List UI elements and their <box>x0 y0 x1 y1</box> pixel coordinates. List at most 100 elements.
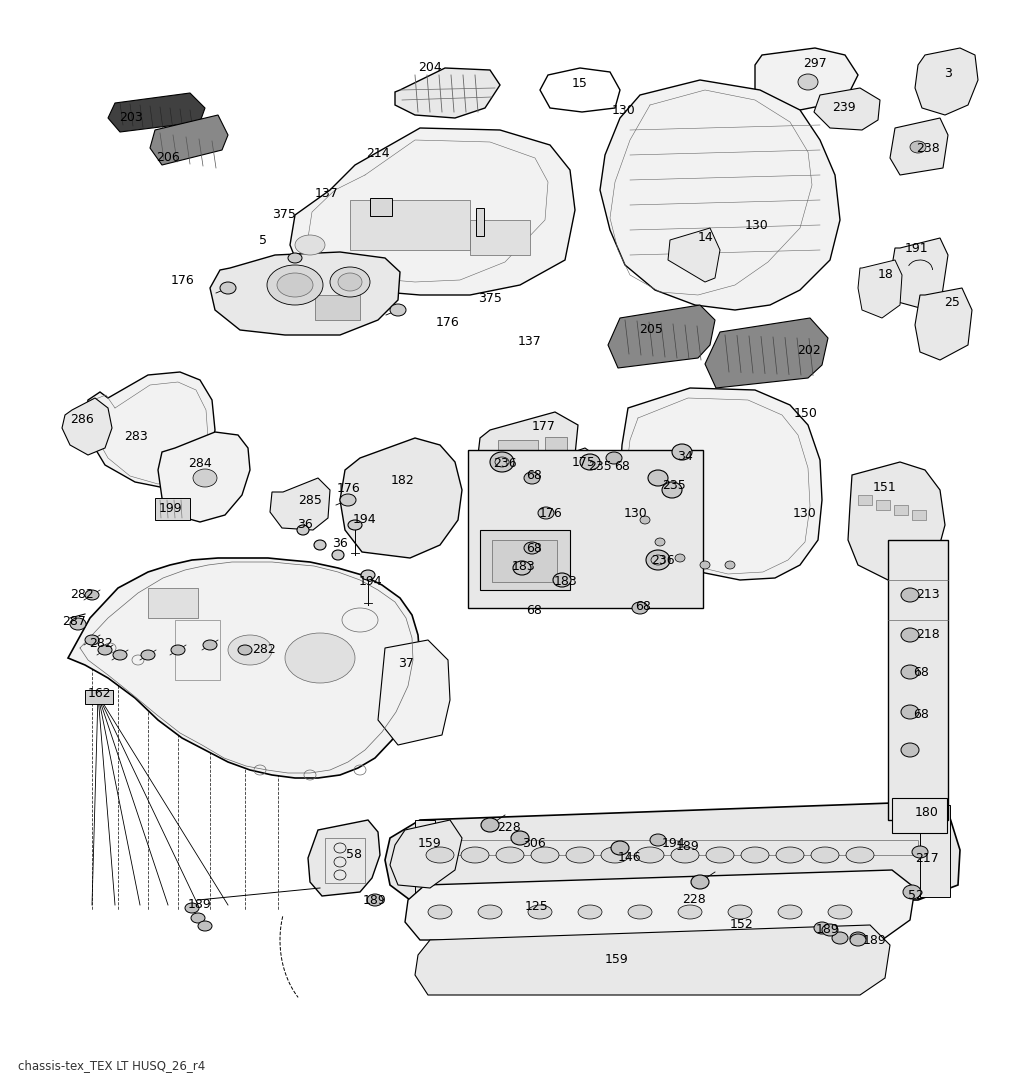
Bar <box>888 540 948 820</box>
Ellipse shape <box>98 645 112 655</box>
Ellipse shape <box>741 847 769 863</box>
Ellipse shape <box>901 628 919 642</box>
Text: 130: 130 <box>612 104 636 117</box>
Polygon shape <box>385 802 959 900</box>
Ellipse shape <box>850 932 866 944</box>
Polygon shape <box>478 412 578 479</box>
Ellipse shape <box>70 618 86 630</box>
Polygon shape <box>108 93 205 132</box>
Polygon shape <box>535 448 605 510</box>
Text: 68: 68 <box>635 600 651 613</box>
Ellipse shape <box>193 469 217 487</box>
Bar <box>545 437 567 457</box>
Text: 189: 189 <box>364 894 387 907</box>
Ellipse shape <box>203 640 217 650</box>
Polygon shape <box>415 925 890 995</box>
Ellipse shape <box>185 903 199 913</box>
Bar <box>470 220 530 255</box>
Polygon shape <box>378 640 450 744</box>
Text: 189: 189 <box>676 839 699 852</box>
Text: 235: 235 <box>663 479 686 492</box>
Text: 205: 205 <box>639 323 663 336</box>
Ellipse shape <box>238 645 252 655</box>
Ellipse shape <box>901 743 919 756</box>
Ellipse shape <box>113 650 127 661</box>
Ellipse shape <box>361 570 375 580</box>
Ellipse shape <box>662 482 682 498</box>
Ellipse shape <box>171 645 185 655</box>
Text: 18: 18 <box>878 267 894 280</box>
Ellipse shape <box>578 905 602 919</box>
Ellipse shape <box>528 905 552 919</box>
Text: 176: 176 <box>171 274 195 287</box>
Bar <box>370 198 392 216</box>
Polygon shape <box>270 479 330 530</box>
Text: 194: 194 <box>352 512 376 525</box>
Ellipse shape <box>912 846 928 858</box>
Text: 5: 5 <box>259 233 267 246</box>
Bar <box>892 798 947 833</box>
Polygon shape <box>395 68 500 118</box>
Polygon shape <box>620 388 822 580</box>
Polygon shape <box>62 398 112 455</box>
Ellipse shape <box>811 847 839 863</box>
Ellipse shape <box>531 847 559 863</box>
Ellipse shape <box>828 905 852 919</box>
Ellipse shape <box>601 847 629 863</box>
Ellipse shape <box>490 452 514 472</box>
Ellipse shape <box>511 831 529 845</box>
Text: 189: 189 <box>816 922 840 935</box>
Text: 146: 146 <box>617 850 641 863</box>
Bar <box>155 498 190 520</box>
Ellipse shape <box>655 538 665 546</box>
Text: 3: 3 <box>944 66 952 80</box>
Ellipse shape <box>314 540 326 550</box>
Text: 183: 183 <box>512 559 536 572</box>
Text: 203: 203 <box>119 110 143 123</box>
Ellipse shape <box>85 590 99 600</box>
Ellipse shape <box>700 561 710 569</box>
Ellipse shape <box>636 847 664 863</box>
Text: 375: 375 <box>272 207 296 220</box>
Ellipse shape <box>901 705 919 719</box>
Polygon shape <box>814 88 880 130</box>
Ellipse shape <box>640 516 650 524</box>
Bar <box>480 530 570 590</box>
Bar <box>148 588 198 618</box>
Text: 14: 14 <box>698 230 714 243</box>
Text: 285: 285 <box>298 494 322 507</box>
Text: 68: 68 <box>913 666 929 678</box>
Text: 214: 214 <box>367 146 390 159</box>
Text: 228: 228 <box>682 893 706 906</box>
Polygon shape <box>390 820 462 888</box>
Bar <box>858 495 872 505</box>
Ellipse shape <box>706 847 734 863</box>
Bar <box>476 208 484 237</box>
Polygon shape <box>890 238 948 308</box>
Ellipse shape <box>678 905 702 919</box>
Text: 175: 175 <box>572 456 596 469</box>
Text: 125: 125 <box>525 899 549 912</box>
Ellipse shape <box>580 455 600 470</box>
Text: 239: 239 <box>833 100 856 113</box>
Text: 137: 137 <box>315 186 339 199</box>
Text: 58: 58 <box>346 848 362 860</box>
Text: 159: 159 <box>418 836 442 849</box>
Polygon shape <box>406 870 915 940</box>
Ellipse shape <box>910 141 926 153</box>
Bar <box>415 820 435 900</box>
Bar <box>315 295 360 320</box>
Ellipse shape <box>295 235 325 255</box>
Bar <box>325 838 365 883</box>
Bar <box>492 540 557 582</box>
Text: 218: 218 <box>916 628 940 641</box>
Ellipse shape <box>478 905 502 919</box>
Polygon shape <box>915 48 978 116</box>
Ellipse shape <box>141 650 155 661</box>
Ellipse shape <box>513 561 531 576</box>
Polygon shape <box>705 318 828 388</box>
Ellipse shape <box>496 847 524 863</box>
Ellipse shape <box>285 633 355 683</box>
Text: 159: 159 <box>605 953 629 966</box>
Ellipse shape <box>338 272 362 291</box>
